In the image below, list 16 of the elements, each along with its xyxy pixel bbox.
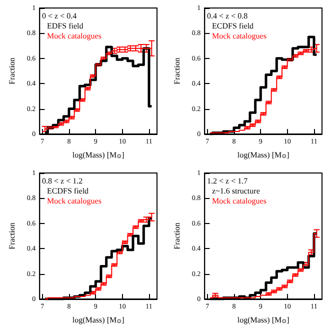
series-label: Mock catalogues xyxy=(47,32,102,40)
annotation: 0.8 < z < 1.2 xyxy=(42,176,83,186)
y-axis-title: Fraction xyxy=(8,58,16,84)
y-axis-title: Fraction xyxy=(172,222,182,250)
y-axis-title: Fraction xyxy=(172,58,182,84)
annotation: 0 < z < 0.4 xyxy=(42,12,77,20)
text: z~1.6 structure xyxy=(212,186,260,196)
text: Mock catalogues xyxy=(47,196,102,206)
text: ECDFS field xyxy=(47,186,89,196)
y-axis-title: Fraction xyxy=(8,222,16,250)
text: ECDFS field xyxy=(212,22,254,30)
annotation: 1.2 < z < 1.7 xyxy=(207,176,248,186)
annotation: 0.4 < z < 0.8 xyxy=(207,12,248,20)
text: Mock catalogues xyxy=(212,196,266,206)
text: Mock catalogues xyxy=(212,32,266,40)
text: EDFS field xyxy=(47,22,84,30)
